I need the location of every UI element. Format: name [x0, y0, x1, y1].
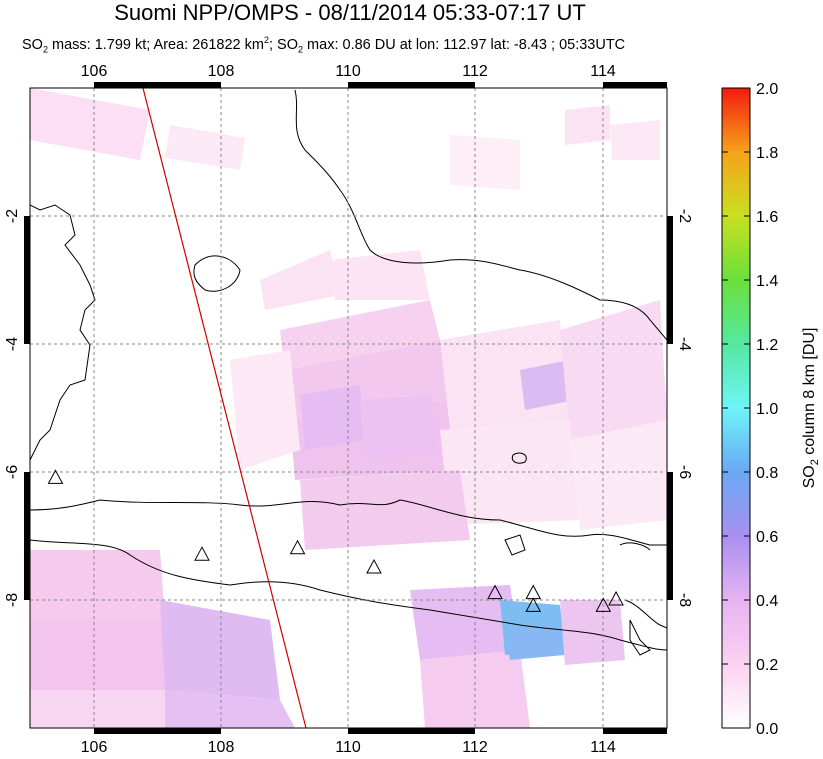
volcano-icon	[487, 584, 503, 600]
lat-tick-left: -4	[4, 337, 21, 351]
lon-tick-top: 114	[590, 63, 616, 80]
volcano-markers	[47, 469, 624, 612]
lon-tick-bottom: 112	[462, 739, 488, 756]
lat-tick-right: -2	[676, 209, 693, 223]
lon-tick-bottom: 106	[81, 739, 108, 756]
colorbar-tick: 1.8	[756, 145, 778, 162]
colorbar-tick: 0.2	[756, 657, 778, 674]
volcano-icon	[289, 539, 306, 555]
colorbar-tick: 0.6	[756, 529, 778, 546]
lon-tick-top: 112	[462, 63, 488, 80]
colorbar-tick: 1.2	[756, 337, 778, 354]
colorbar-tick: 0.8	[756, 465, 778, 482]
volcano-icon	[525, 597, 542, 612]
lon-tick-top: 108	[208, 63, 235, 80]
map-title: Suomi NPP/OMPS - 08/11/2014 05:33-07:17 …	[114, 0, 586, 25]
colorbar-tick: 0.4	[756, 593, 778, 610]
colorbar-label: SO2 column 8 km [DU]	[801, 328, 821, 489]
volcano-icon	[525, 584, 542, 600]
map-frame	[24, 82, 673, 734]
coastline	[30, 89, 667, 656]
lat-tick-right: -6	[676, 465, 693, 479]
volcano-icon	[194, 546, 210, 561]
lon-tick-bottom: 108	[208, 739, 235, 756]
colorbar-tick: 1.0	[756, 401, 778, 418]
lat-tick-left: -8	[4, 593, 21, 607]
volcano-icon	[595, 597, 612, 612]
colorbar-tick: 1.6	[756, 209, 778, 226]
so2-retrieval-tiles	[30, 88, 667, 728]
longitude-labels: 106 108 110 112 114 106 108 110 112 114	[81, 63, 616, 756]
latitude-labels: -2 -4 -6 -8 -2 -4 -6 -8	[4, 209, 693, 607]
grid-lines	[30, 88, 667, 728]
lat-tick-left: -6	[4, 465, 21, 479]
lat-tick-right: -4	[676, 337, 693, 351]
volcano-icon	[47, 469, 64, 484]
map-subtitle: SO2 mass: 1.799 kt; Area: 261822 km2; SO…	[22, 35, 626, 55]
colorbar-ticks: 2.0 1.8 1.6 1.4 1.2 1.0 0.8 0.6 0.4 0.2 …	[756, 81, 778, 738]
orbit-track-line	[142, 87, 307, 729]
volcano-icon	[608, 590, 624, 606]
lon-tick-bottom: 114	[590, 739, 616, 756]
colorbar-tick: 0.0	[756, 721, 778, 738]
colorbar-tick: 2.0	[756, 81, 778, 98]
lat-tick-right: -8	[676, 593, 693, 607]
lon-tick-top: 110	[335, 63, 361, 80]
volcano-icon	[366, 558, 382, 574]
lon-tick-bottom: 110	[335, 739, 361, 756]
lat-tick-left: -2	[4, 209, 21, 223]
lon-tick-top: 106	[81, 63, 108, 80]
colorbar-tick: 1.4	[756, 273, 778, 290]
colorbar: 2.0 1.8 1.6 1.4 1.2 1.0 0.8 0.6 0.4 0.2 …	[721, 81, 821, 738]
